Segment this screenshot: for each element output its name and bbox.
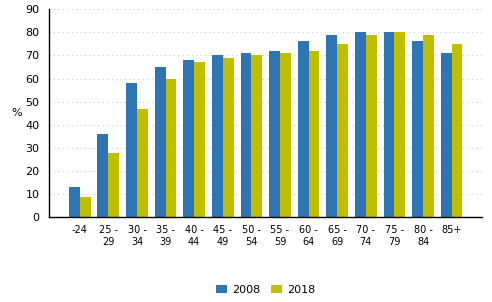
Bar: [137, 109, 148, 217]
Bar: [412, 41, 423, 217]
Y-axis label: %: %: [12, 108, 22, 118]
Bar: [154, 67, 166, 217]
Bar: [108, 153, 119, 217]
Bar: [423, 34, 434, 217]
Bar: [194, 62, 205, 217]
Bar: [80, 197, 91, 217]
Bar: [326, 34, 337, 217]
Bar: [298, 41, 308, 217]
Bar: [69, 187, 80, 217]
Bar: [223, 58, 234, 217]
Bar: [308, 51, 319, 217]
Bar: [126, 83, 137, 217]
Bar: [384, 32, 395, 217]
Bar: [184, 60, 194, 217]
Bar: [395, 32, 405, 217]
Bar: [355, 32, 366, 217]
Bar: [366, 34, 377, 217]
Bar: [441, 53, 452, 217]
Bar: [241, 53, 251, 217]
Bar: [337, 44, 348, 217]
Bar: [251, 55, 262, 217]
Bar: [166, 79, 177, 217]
Bar: [280, 53, 291, 217]
Bar: [97, 134, 108, 217]
Legend: 2008, 2018: 2008, 2018: [212, 280, 319, 299]
Bar: [452, 44, 462, 217]
Bar: [269, 51, 280, 217]
Bar: [212, 55, 223, 217]
